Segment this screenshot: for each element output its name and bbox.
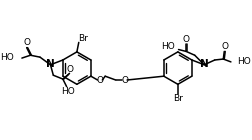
- Text: O: O: [222, 42, 229, 51]
- Text: O: O: [23, 38, 30, 47]
- Text: O: O: [66, 65, 73, 74]
- Text: HO: HO: [161, 42, 175, 51]
- Text: O: O: [183, 35, 190, 44]
- Text: O: O: [122, 75, 129, 85]
- Text: Br: Br: [78, 34, 87, 43]
- Text: HO: HO: [1, 53, 14, 62]
- Text: Br: Br: [173, 94, 183, 103]
- Text: HO: HO: [237, 57, 250, 66]
- Text: O: O: [97, 75, 104, 85]
- Text: N: N: [200, 59, 209, 69]
- Text: N: N: [46, 59, 55, 69]
- Text: HO: HO: [61, 87, 75, 96]
